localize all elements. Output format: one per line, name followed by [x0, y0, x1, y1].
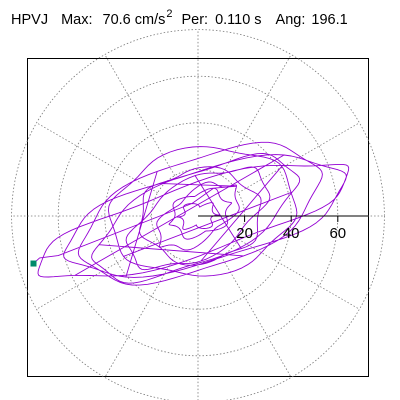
max-unit: cm/s: [134, 12, 166, 28]
radial-axis: 20 40 60: [198, 215, 368, 242]
tick-label-60: 60: [329, 225, 346, 242]
period-unit: s: [254, 12, 262, 28]
plot-frame: [27, 58, 369, 377]
motion-trace-group: [33, 141, 350, 286]
plot-header: HPVJ Max: 70.6 cm/s 2 Per: 0.110 s Ang: …: [11, 8, 348, 36]
grid-spoke-150: [36, 122, 158, 194]
period-label: Per:: [181, 12, 209, 28]
angle-value: 196.1: [311, 12, 348, 28]
tick-label-20: 20: [236, 225, 253, 242]
grid-spoke-120: [104, 54, 176, 176]
grid-spoke-330: [238, 238, 360, 310]
grid-spoke-300: [220, 256, 292, 378]
end-marker-group: [30, 260, 37, 267]
motion-trace: [33, 141, 350, 286]
grid-spoke-60: [220, 54, 292, 176]
tick-label-40: 40: [283, 225, 300, 242]
max-label: Max:: [61, 12, 93, 28]
end-marker: [30, 260, 37, 267]
grid-spoke-240: [104, 256, 176, 378]
grid-ring-80: [11, 29, 385, 400]
max-value: 70.6: [102, 12, 131, 28]
period-value: 0.110: [215, 12, 251, 28]
polar-grid: [11, 29, 385, 400]
station-code: HPVJ: [11, 12, 49, 28]
max-unit-exponent: 2: [166, 8, 173, 20]
grid-spoke-210: [36, 238, 158, 310]
grid-spoke-30: [238, 122, 360, 194]
angle-label: Ang:: [275, 12, 306, 28]
